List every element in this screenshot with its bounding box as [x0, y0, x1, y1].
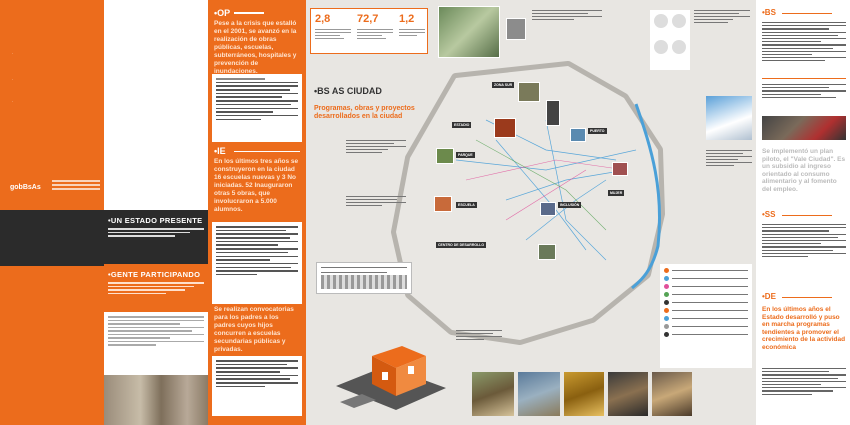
map-subtitle: Programas, obras y proyectos desarrollad… — [314, 105, 415, 120]
worker-photo — [472, 372, 514, 416]
gente-body — [108, 316, 204, 346]
map-callout — [346, 196, 406, 207]
legend-box — [660, 264, 752, 368]
bs-body-2 — [762, 84, 846, 98]
lab-photo — [652, 372, 692, 416]
stat-value: 72,7 — [357, 13, 379, 25]
ie-body — [212, 222, 302, 304]
city-map — [391, 61, 665, 345]
illustration-box — [316, 262, 412, 294]
op-body — [212, 74, 302, 142]
factory-photo — [564, 372, 604, 416]
menu-item[interactable]: · — [12, 78, 14, 82]
map-thumb[interactable] — [612, 162, 628, 176]
map-label[interactable]: ZONA SUR — [492, 82, 515, 88]
route-lines-green — [475, 139, 607, 231]
map-label[interactable]: PARQUE — [456, 152, 475, 158]
tunnel-photo — [608, 372, 648, 416]
street-photo — [518, 372, 560, 416]
map-label[interactable]: PUERTO — [588, 128, 607, 134]
cover-bottom — [0, 300, 104, 425]
estado-text — [108, 228, 204, 237]
panel-estado: •UN ESTADO PRESENTE •GENTE PARTICIPANDO — [104, 0, 208, 425]
map-thumb[interactable] — [434, 196, 452, 212]
city-inner — [396, 66, 660, 340]
gente-title: •GENTE PARTICIPANDO — [108, 270, 201, 279]
map-label[interactable]: MUJER — [608, 190, 625, 196]
op2-body — [212, 356, 302, 416]
op-title: •OP — [214, 8, 231, 18]
map-thumb[interactable] — [436, 148, 454, 164]
icons-grid — [650, 10, 690, 70]
tower-thumb[interactable] — [546, 100, 560, 126]
children-photo — [104, 375, 208, 425]
map-thumb[interactable] — [538, 244, 556, 260]
map-thumb[interactable] — [494, 118, 516, 138]
map-thumb[interactable] — [540, 202, 556, 216]
route-lines-pink — [465, 159, 627, 221]
riverside-photo — [706, 96, 752, 140]
people-photo — [762, 116, 846, 140]
panel-obras: •OP Pese a la crisis que estalló en el 2… — [208, 0, 306, 425]
map-thumb[interactable] — [570, 128, 586, 142]
stat-value: 2,8 — [315, 13, 331, 25]
de-lead: En los últimos años el Estado desarrolló… — [762, 306, 846, 351]
station-photo — [506, 18, 526, 40]
tagline-lines — [52, 180, 100, 190]
map-label[interactable]: ESCUELA — [456, 202, 477, 208]
map-title: •BS AS CIUDAD — [314, 86, 382, 96]
de-title: •DE — [762, 292, 776, 301]
school-drawing — [336, 346, 446, 410]
school-illustration — [316, 326, 456, 418]
ie-title: •IE — [214, 146, 226, 156]
op-lead: Pese a la crisis que estalló en el 2001,… — [214, 20, 297, 75]
bs-lead: Se implementó un plan piloto, el "Vale C… — [762, 148, 846, 193]
map-label[interactable]: CENTRO DE DESARROLLO — [436, 242, 487, 248]
bs-body — [762, 22, 846, 62]
op2-lead: Se realizan convocatorias para los padre… — [214, 306, 294, 353]
ss-title: •SS — [762, 210, 776, 219]
estado-title: •UN ESTADO PRESENTE — [108, 216, 203, 225]
stats-box: 2,8 72,7 1,2 — [310, 8, 428, 54]
map-callout — [346, 140, 406, 154]
panel-right: •BS Se implementó un plan piloto, el "Va… — [756, 0, 850, 425]
map-label[interactable]: ESTADIO — [452, 122, 472, 128]
menu-item[interactable]: · — [12, 52, 14, 56]
river — [631, 103, 662, 290]
logo: gobBsAs — [10, 184, 41, 191]
bs-title: •BS — [762, 8, 776, 17]
map-label[interactable]: INCLUSIÓN — [558, 202, 582, 208]
ss-body — [762, 224, 846, 258]
ie-lead: En los últimos tres años se construyeron… — [214, 158, 299, 213]
stat-value: 1,2 — [399, 13, 415, 25]
city-map-panel: 2,8 72,7 1,2 — [306, 0, 756, 425]
op-subtitle-line — [234, 12, 264, 14]
menu-item[interactable]: · — [12, 100, 14, 104]
de-body — [762, 368, 846, 395]
map-thumb[interactable] — [518, 82, 540, 102]
dark-band: ✦ — [0, 210, 104, 266]
gente-text — [108, 282, 204, 294]
hospital-photo — [438, 6, 500, 58]
